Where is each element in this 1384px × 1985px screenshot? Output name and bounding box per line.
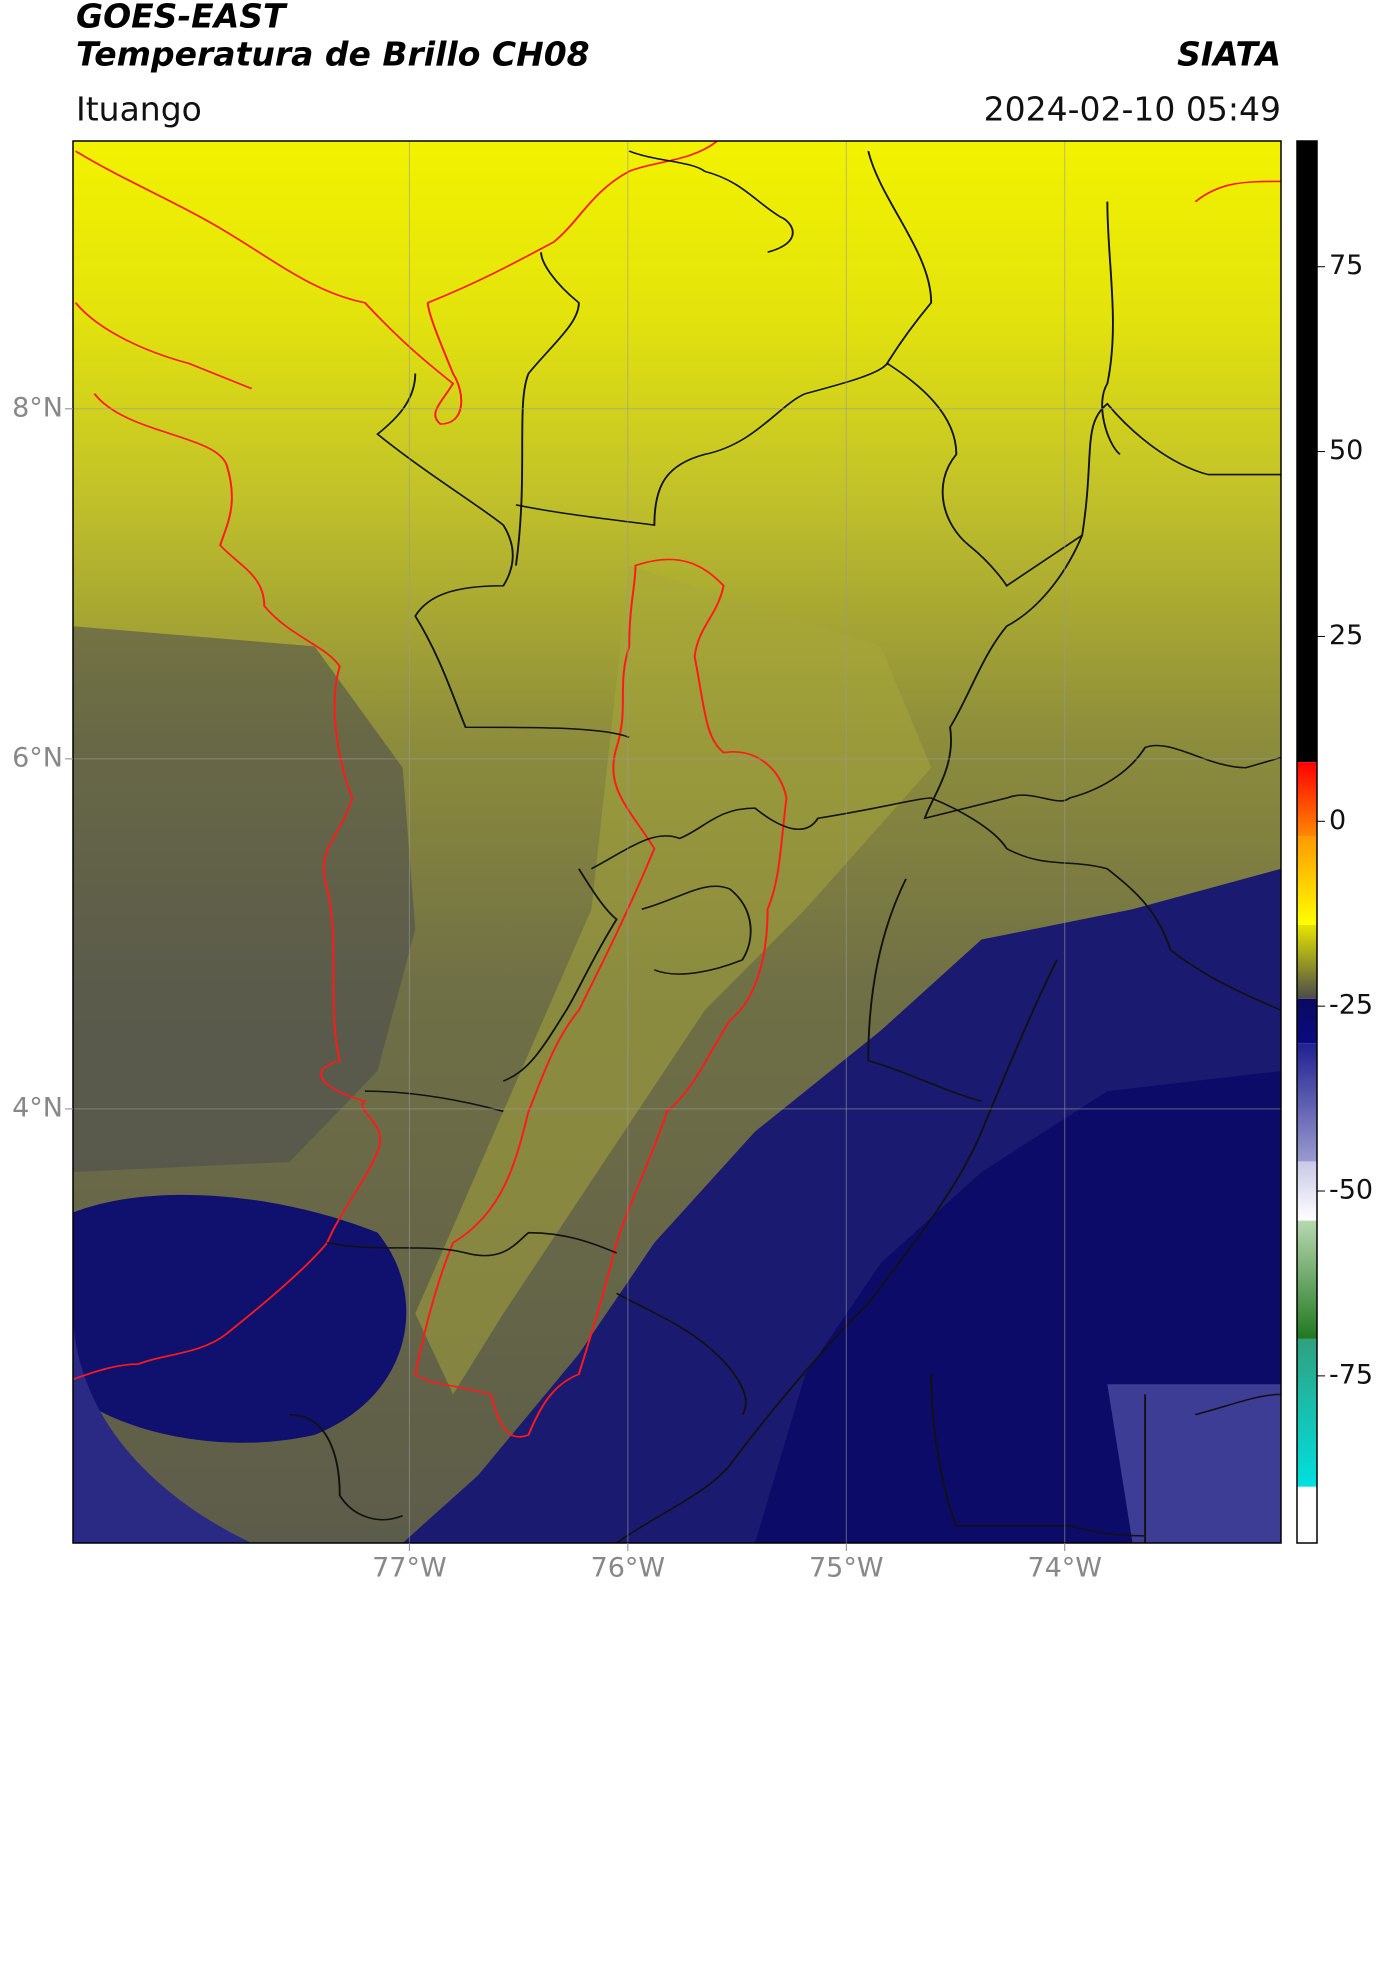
colorbar-segment bbox=[1297, 924, 1317, 999]
x-tick-label: 74°W bbox=[1027, 1553, 1102, 1584]
subtitle: Temperatura de Brillo CH08 bbox=[76, 35, 590, 74]
map-frame bbox=[72, 140, 1282, 1544]
timestamp: 2024-02-10 05:49 bbox=[984, 90, 1281, 129]
x-tick-label: 77°W bbox=[372, 1553, 447, 1584]
colorbar-tick-label: 75 bbox=[1329, 250, 1363, 281]
colorbar-tick-label: 25 bbox=[1329, 620, 1363, 651]
colorbar-segment bbox=[1297, 1161, 1317, 1221]
colorbar-tick-label: -75 bbox=[1329, 1359, 1373, 1390]
colorbar-segment bbox=[1297, 141, 1317, 763]
colorbar-segment bbox=[1297, 836, 1317, 925]
x-tick-label: 76°W bbox=[591, 1553, 666, 1584]
colorbar-segment bbox=[1297, 1486, 1317, 1543]
colorbar-segment bbox=[1297, 1220, 1317, 1339]
colorbar-tick-label: -50 bbox=[1329, 1175, 1373, 1206]
colorbar-segment bbox=[1297, 1338, 1317, 1487]
region: Ituango bbox=[76, 90, 202, 129]
y-tick-label: 8°N bbox=[12, 392, 63, 423]
colorbar-segment bbox=[1297, 762, 1317, 837]
y-tick-label: 4°N bbox=[12, 1092, 63, 1123]
colorbar-tick-label: -25 bbox=[1329, 990, 1373, 1021]
y-tick-label: 6°N bbox=[12, 742, 63, 773]
colorbar-tick-label: 0 bbox=[1329, 805, 1346, 836]
colorbar-segment bbox=[1297, 998, 1317, 1044]
map-image bbox=[73, 141, 1281, 1543]
colorbar-frame bbox=[1296, 140, 1318, 1544]
x-tick-label: 75°W bbox=[809, 1553, 884, 1584]
source: SIATA bbox=[1177, 35, 1281, 74]
title: GOES-EAST bbox=[76, 0, 288, 36]
colorbar-segment bbox=[1297, 1043, 1317, 1162]
colorbar-tick-label: 50 bbox=[1329, 435, 1363, 466]
